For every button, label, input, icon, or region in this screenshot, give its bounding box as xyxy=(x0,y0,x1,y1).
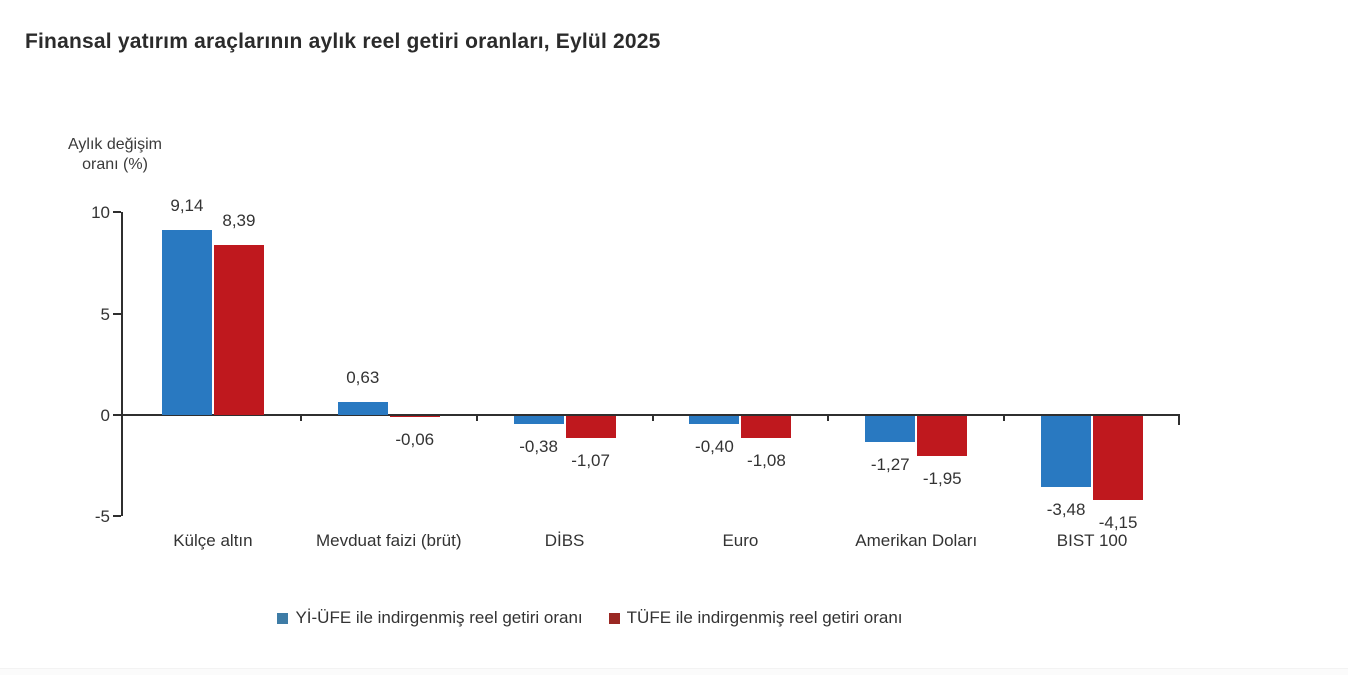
value-label: -0,40 xyxy=(695,437,734,457)
value-label: -3,48 xyxy=(1046,499,1086,519)
category-label: Euro xyxy=(722,531,759,550)
legend-label: TÜFE ile indirgenmiş reel getiri oranı xyxy=(626,608,903,627)
x-tick xyxy=(651,416,654,421)
value-label: -1,27 xyxy=(870,454,910,474)
x-tick xyxy=(299,416,302,421)
y-tick xyxy=(113,312,121,315)
value-label: 8,39 xyxy=(222,210,256,230)
bar xyxy=(213,244,264,415)
value-label: 9,14 xyxy=(170,195,204,215)
value-label: -1,95 xyxy=(922,468,962,488)
category-label: Amerikan Doları xyxy=(855,531,978,550)
category-label: Mevduat faizi (brüt) xyxy=(315,531,462,550)
legend: Yİ-ÜFE ile indirgenmiş reel getiri oranı… xyxy=(0,608,1180,628)
value-label: -1,07 xyxy=(571,450,610,470)
y-tick xyxy=(113,211,121,214)
y-axis-title: Aylık değişim oranı (%) xyxy=(68,136,162,173)
bar xyxy=(513,416,564,424)
bar xyxy=(1093,416,1144,501)
x-axis-line xyxy=(121,414,1180,416)
bar xyxy=(337,402,388,415)
x-tick xyxy=(1003,416,1006,421)
y-tick-label: -5 xyxy=(94,507,110,527)
legend-marker-icon xyxy=(608,612,620,624)
bar xyxy=(1041,416,1092,487)
x-tick xyxy=(475,416,478,421)
y-tick xyxy=(113,414,121,416)
bar xyxy=(865,416,916,442)
category-label: Külçe altın xyxy=(173,531,253,550)
y-tick xyxy=(113,515,121,518)
bar xyxy=(161,229,212,415)
value-label: -0,06 xyxy=(395,430,435,450)
chart-title: Finansal yatırım araçlarının aylık reel … xyxy=(25,30,661,53)
y-tick-label: 10 xyxy=(91,203,110,223)
y-tick-label: 5 xyxy=(100,304,110,324)
x-axis-end-tick xyxy=(1178,416,1180,425)
category-label: DİBS xyxy=(544,531,585,550)
bar xyxy=(917,416,968,456)
category-label: BIST 100 xyxy=(1056,531,1128,550)
bar xyxy=(741,416,792,438)
value-label: -4,15 xyxy=(1098,513,1138,533)
value-label: 0,63 xyxy=(346,368,380,388)
x-tick xyxy=(827,416,830,421)
value-label: -1,08 xyxy=(747,450,786,470)
legend-marker-icon xyxy=(277,612,289,624)
y-axis-line xyxy=(121,212,123,516)
value-label: -0,38 xyxy=(519,436,558,456)
bar xyxy=(389,416,440,418)
legend-item: Yİ-ÜFE ile indirgenmiş reel getiri oranı xyxy=(277,608,583,628)
bar xyxy=(565,416,616,438)
legend-label: Yİ-ÜFE ile indirgenmiş reel getiri oranı xyxy=(295,608,583,627)
bar xyxy=(689,416,740,425)
y-tick-label: 0 xyxy=(100,406,110,425)
legend-item: TÜFE ile indirgenmiş reel getiri oranı xyxy=(608,608,903,628)
bottom-divider xyxy=(0,668,1348,675)
